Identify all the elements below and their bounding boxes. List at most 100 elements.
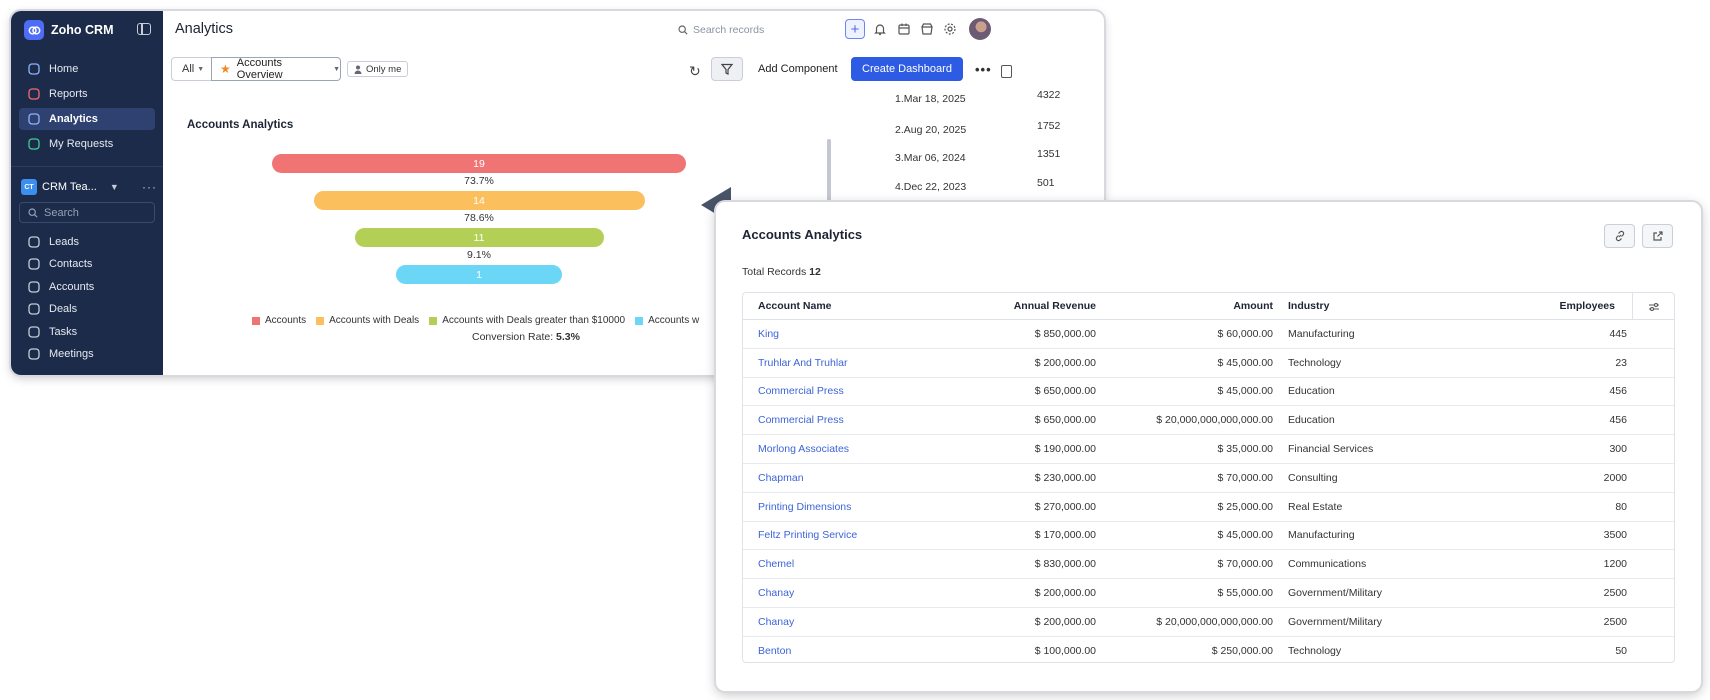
cell-annual-revenue: $ 270,000.00 [1034, 500, 1096, 513]
cell-industry: Education [1288, 414, 1335, 427]
cell-account-name[interactable]: Morlong Associates [758, 443, 850, 456]
copy-link-button[interactable] [1604, 224, 1635, 248]
table-row[interactable]: Morlong Associates $ 190,000.00 $ 35,000.0… [743, 435, 1674, 464]
widget-title: Accounts Analytics [187, 119, 294, 131]
leads-icon [28, 236, 40, 248]
sidebar-item-label: Reports [49, 88, 88, 100]
cell-amount: $ 45,000.00 [1217, 356, 1273, 369]
add-component-button[interactable]: Add Component [758, 63, 838, 75]
table-row[interactable]: Benton $ 100,000.00 $ 250,000.00 Technology… [743, 637, 1674, 662]
quick-create-button[interactable]: + [845, 19, 865, 39]
requests-icon [28, 138, 40, 150]
cell-account-name[interactable]: Printing Dimensions [758, 500, 852, 513]
cell-annual-revenue: $ 200,000.00 [1034, 356, 1096, 369]
column-header-industry[interactable]: Industry [1288, 300, 1330, 312]
cell-account-name[interactable]: Chapman [758, 471, 804, 484]
sidebar-item-meetings[interactable]: Meetings [19, 343, 155, 365]
table-row[interactable]: Chemel $ 830,000.00 $ 70,000.00 Communicati… [743, 550, 1674, 580]
sidebar-toggle-icon[interactable] [137, 23, 151, 35]
sidebar-item-tasks[interactable]: Tasks [19, 321, 155, 343]
app-name: Zoho CRM [51, 23, 114, 37]
side-list-row: 4.Dec 22, 2023 501 [895, 177, 1065, 193]
table-row[interactable]: King $ 850,000.00 $ 60,000.00 Manufacturing… [743, 320, 1674, 349]
table-header: Account Name Annual Revenue Amount Indus… [743, 293, 1674, 320]
sidebar-item-my-requests[interactable]: My Requests [19, 133, 155, 155]
legend-label: Accounts with Deals greater than $10000 [442, 315, 626, 326]
cell-annual-revenue: $ 200,000.00 [1034, 615, 1096, 628]
table-row[interactable]: Truhlar And Truhlar $ 200,000.00 $ 45,000.… [743, 349, 1674, 378]
legend-item[interactable]: Accounts with Deals greater than $10000 [429, 315, 625, 326]
team-switcher[interactable]: CT CRM Tea... ▼ ··· [21, 177, 157, 197]
cell-annual-revenue: $ 650,000.00 [1034, 385, 1096, 398]
funnel-bar[interactable]: 11 [354, 228, 604, 247]
sidebar-item-deals[interactable]: Deals [19, 298, 155, 320]
column-settings-button[interactable] [1632, 293, 1674, 320]
sidebar-item-contacts[interactable]: Contacts [19, 253, 155, 275]
column-header-annual-revenue[interactable]: Annual Revenue [1013, 300, 1096, 312]
cell-amount: $ 55,000.00 [1217, 587, 1273, 600]
bell-icon[interactable] [873, 22, 887, 36]
link-icon [1615, 230, 1624, 242]
sidebar-item-home[interactable]: Home [19, 58, 155, 80]
sidebar-item-accounts[interactable]: Accounts [19, 276, 155, 298]
open-external-button[interactable] [1642, 224, 1673, 248]
funnel-bar-value: 14 [473, 194, 485, 207]
table-row[interactable]: Commercial Press $ 650,000.00 $ 20,000,000… [743, 406, 1674, 436]
cell-account-name[interactable]: Truhlar And Truhlar [758, 356, 848, 369]
copy-icon[interactable] [1001, 65, 1012, 78]
sidebar-search-input[interactable]: Search [19, 202, 155, 223]
sidebar-item-analytics[interactable]: Analytics [19, 108, 155, 130]
table-row[interactable]: Commercial Press $ 650,000.00 $ 45,000.00 E… [743, 378, 1674, 407]
refresh-icon[interactable]: ↻ [689, 63, 701, 79]
legend-item[interactable]: Accounts w [635, 315, 699, 326]
cell-account-name[interactable]: Feltz Printing Service [758, 529, 858, 542]
funnel-bar[interactable]: 19 [272, 154, 686, 173]
column-header-employees[interactable]: Employees [1559, 300, 1615, 312]
widget-scrollbar[interactable] [827, 139, 831, 209]
more-options-icon[interactable]: ••• [975, 62, 992, 77]
funnel-bar[interactable]: 1 [396, 265, 562, 284]
create-dashboard-button[interactable]: Create Dashboard [851, 57, 963, 81]
column-header-account-name[interactable]: Account Name [758, 300, 832, 312]
more-options-icon[interactable]: ··· [142, 180, 157, 194]
cell-account-name[interactable]: Chemel [758, 558, 795, 571]
dashboard-selector[interactable]: ★ Accounts Overview ▼ [211, 57, 341, 81]
only-me-filter[interactable]: Only me [347, 61, 409, 77]
cell-amount: $ 35,000.00 [1217, 443, 1273, 456]
popup-title: Accounts Analytics [742, 227, 863, 242]
filter-button[interactable] [711, 57, 743, 81]
cell-industry: Government/Military [1288, 587, 1382, 600]
legend-item[interactable]: Accounts [252, 315, 306, 326]
table-row[interactable]: Printing Dimensions $ 270,000.00 $ 25,000.… [743, 493, 1674, 522]
cell-amount: $ 60,000.00 [1217, 327, 1273, 340]
marketplace-icon[interactable] [920, 22, 934, 36]
brand[interactable]: Zoho CRM [24, 20, 113, 40]
sidebar-item-label: Tasks [49, 325, 78, 338]
cell-account-name[interactable]: Commercial Press [758, 385, 844, 398]
accounts-icon [28, 281, 40, 293]
user-avatar[interactable] [969, 18, 991, 40]
funnel-bar[interactable]: 14 [313, 191, 645, 210]
global-search-input[interactable]: Search records [678, 24, 764, 36]
cell-account-name[interactable]: Benton [758, 645, 792, 658]
table-row[interactable]: Chapman $ 230,000.00 $ 70,000.00 Consulting… [743, 464, 1674, 493]
sidebar-item-reports[interactable]: Reports [19, 83, 155, 105]
side-list-date: 2.Aug 20, 2025 [895, 124, 967, 136]
filter-all-dropdown[interactable]: All ▼ [171, 57, 211, 81]
cell-account-name[interactable]: Chanay [758, 615, 795, 628]
cell-account-name[interactable]: King [758, 327, 780, 340]
side-list-row: 2.Aug 20, 2025 1752 [895, 120, 1065, 136]
funnel-bar-value: 19 [473, 157, 485, 170]
cell-account-name[interactable]: Chanay [758, 587, 795, 600]
table-row[interactable]: Chanay $ 200,000.00 $ 20,000,000,000,000.0… [743, 608, 1674, 637]
cell-amount: $ 20,000,000,000,000.00 [1156, 615, 1273, 628]
calendar-icon[interactable] [897, 22, 911, 36]
chevron-down-icon[interactable]: ▼ [109, 182, 119, 192]
cell-account-name[interactable]: Commercial Press [758, 414, 844, 427]
legend-item[interactable]: Accounts with Deals [316, 315, 419, 326]
column-header-amount[interactable]: Amount [1233, 300, 1273, 312]
table-row[interactable]: Chanay $ 200,000.00 $ 55,000.00 Government/… [743, 579, 1674, 608]
sidebar-item-leads[interactable]: Leads [19, 231, 155, 253]
table-row[interactable]: Feltz Printing Service $ 170,000.00 $ 45,0… [743, 522, 1674, 551]
gear-icon[interactable] [943, 22, 957, 36]
